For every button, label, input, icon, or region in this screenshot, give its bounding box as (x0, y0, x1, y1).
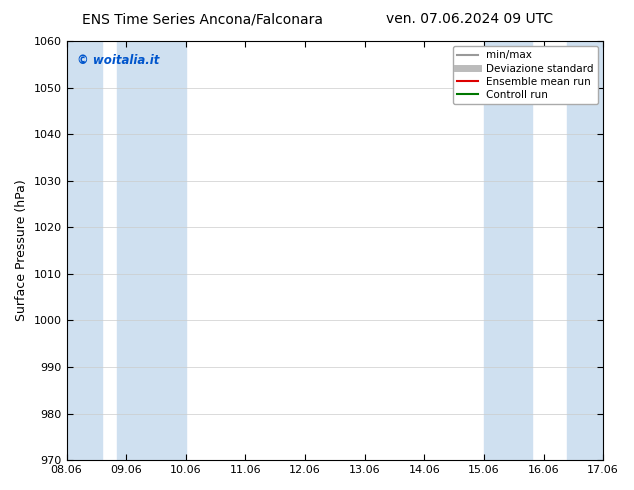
Bar (567, 41, 603, 460)
Legend: min/max, Deviazione standard, Ensemble mean run, Controll run: min/max, Deviazione standard, Ensemble m… (453, 46, 598, 104)
Text: ENS Time Series Ancona/Falconara: ENS Time Series Ancona/Falconara (82, 12, 323, 26)
Text: ven. 07.06.2024 09 UTC: ven. 07.06.2024 09 UTC (385, 12, 553, 26)
Text: © woitalia.it: © woitalia.it (77, 53, 160, 67)
Bar (117, 41, 186, 460)
Y-axis label: Surface Pressure (hPa): Surface Pressure (hPa) (15, 180, 28, 321)
Bar (67, 41, 102, 460)
Bar (484, 41, 531, 460)
